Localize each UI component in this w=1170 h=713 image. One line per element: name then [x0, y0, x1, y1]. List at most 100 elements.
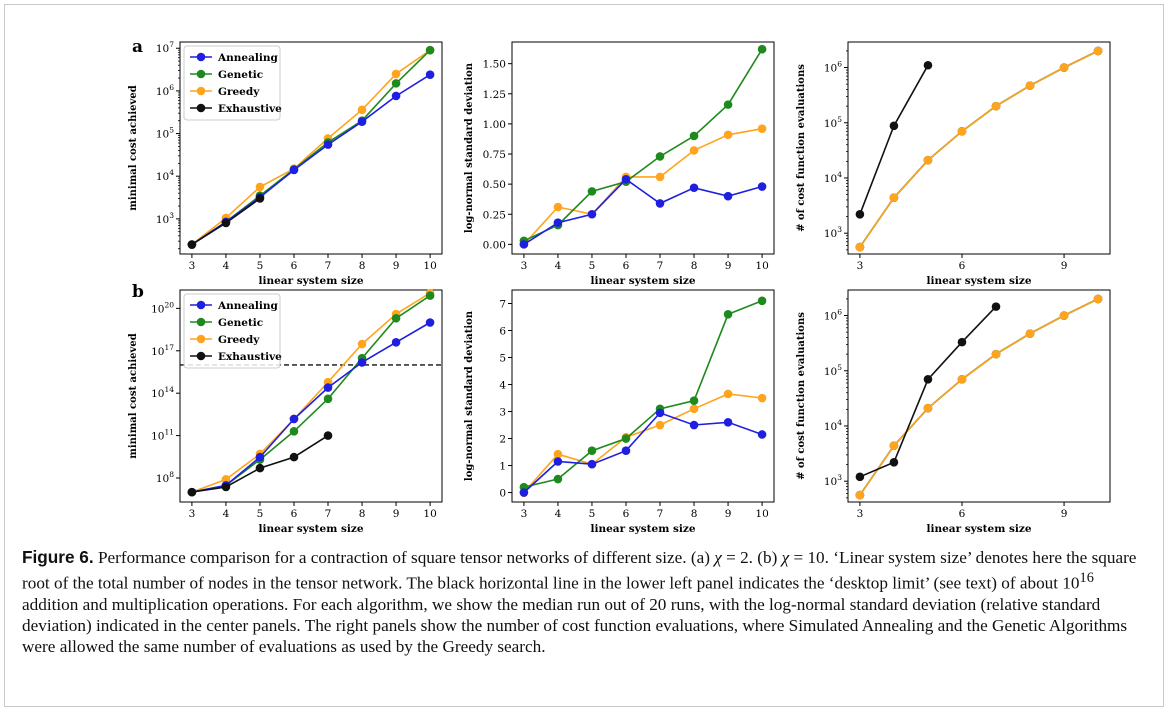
- chart-b-right: 3 6 9 103 104 105 106 linear system size # of co…: [796, 289, 1111, 535]
- y-axis-label: minimal cost achieved: [128, 333, 139, 458]
- x-tick-label: 7: [657, 508, 664, 520]
- chart-b-center: 3 4 5 6 7 8 9 10 0 1 2 3 4 5 6 7 linear system size log-n…: [464, 289, 775, 535]
- plot-frame: [511, 41, 775, 255]
- series-line-genetic: [859, 50, 1099, 248]
- data-point-exhaustive: [923, 60, 933, 70]
- data-point-annealing: [621, 175, 631, 184]
- data-point-exhaustive: [923, 375, 933, 384]
- plot-frame: [179, 289, 443, 503]
- data-point-exhaustive: [889, 457, 899, 467]
- data-point-annealing: [553, 218, 563, 227]
- y-tick-label: 5: [499, 353, 506, 365]
- data-point-genetic: [621, 434, 631, 443]
- caption-part: = 2. (b): [721, 548, 782, 567]
- data-point-greedy: [855, 242, 865, 252]
- y-tick-label: 1014: [151, 385, 174, 400]
- data-point-exhaustive: [289, 452, 299, 462]
- y-tick-label: 3: [499, 407, 506, 419]
- x-tick-label: 6: [623, 260, 630, 272]
- y-axis-label: # of cost function evaluations: [796, 64, 807, 232]
- data-point-genetic: [655, 152, 665, 161]
- x-tick-label: 5: [589, 508, 596, 520]
- y-tick-label: 1: [499, 461, 506, 473]
- y-tick-label: 103: [824, 473, 842, 488]
- data-point-greedy: [1093, 294, 1103, 304]
- data-point-genetic: [425, 45, 435, 55]
- x-tick-label: 9: [1061, 508, 1068, 520]
- y-tick-label: 104: [824, 170, 842, 185]
- series-line-genetic: [523, 48, 763, 242]
- data-point-genetic: [587, 187, 597, 196]
- data-point-genetic: [391, 79, 401, 88]
- data-point-greedy: [689, 404, 699, 414]
- data-point-annealing: [289, 414, 299, 424]
- y-tick-label: 0.00: [483, 239, 506, 251]
- data-point-exhaustive: [855, 472, 865, 482]
- caption-label: Figure 6.: [22, 547, 94, 567]
- data-point-exhaustive: [255, 463, 265, 473]
- data-point-annealing: [757, 182, 767, 191]
- chart-b-left: 3 4 5 6 7 8 9 10 108 1011 1014 1017 1020 linear syste…: [128, 288, 443, 535]
- y-tick-label: 104: [824, 418, 842, 433]
- y-tick-label: 1.25: [483, 89, 506, 101]
- x-tick-label: 7: [325, 260, 332, 272]
- data-point-greedy: [923, 155, 933, 165]
- y-tick-label: 0.50: [483, 179, 506, 191]
- series-line-greedy: [191, 292, 431, 493]
- legend-marker-genetic: [196, 317, 206, 327]
- legend-label-greedy: Greedy: [218, 86, 260, 98]
- legend-label-genetic: Genetic: [218, 69, 263, 81]
- data-point-greedy: [553, 449, 563, 459]
- legend-marker-genetic: [196, 69, 206, 79]
- data-point-exhaustive: [323, 431, 333, 440]
- x-tick-label: 8: [691, 508, 698, 520]
- series-line-annealing: [191, 321, 431, 493]
- x-tick-label: 9: [725, 508, 732, 520]
- x-tick-label: 9: [1061, 260, 1068, 272]
- data-point-annealing: [587, 209, 597, 219]
- data-point-annealing: [323, 383, 333, 392]
- data-point-annealing: [587, 459, 597, 469]
- x-tick-label: 6: [291, 260, 298, 272]
- legend-label-greedy: Greedy: [218, 334, 260, 346]
- x-tick-label: 3: [857, 260, 864, 272]
- y-tick-label: 0.75: [483, 149, 506, 161]
- data-point-annealing: [357, 117, 367, 126]
- caption-part: Performance comparison for a contraction…: [93, 548, 715, 567]
- x-tick-label: 4: [555, 508, 562, 520]
- data-point-greedy: [957, 375, 967, 384]
- legend-label-genetic: Genetic: [218, 317, 263, 329]
- legend-marker-greedy: [196, 334, 206, 344]
- x-tick-label: 4: [223, 508, 230, 520]
- data-point-greedy: [655, 420, 665, 430]
- data-point-annealing: [519, 240, 529, 249]
- data-point-greedy: [357, 105, 367, 115]
- plot-frame: [847, 41, 1111, 255]
- legend-box: [183, 293, 281, 369]
- data-point-genetic: [689, 131, 699, 141]
- x-tick-label: 10: [423, 508, 436, 520]
- data-point-greedy: [1093, 46, 1103, 56]
- x-tick-label: 6: [959, 508, 966, 520]
- data-point-greedy: [855, 490, 865, 500]
- legend-marker-exhaustive: [196, 351, 206, 361]
- x-tick-label: 10: [423, 260, 436, 272]
- series-line-greedy: [191, 49, 431, 246]
- plot-frame: [179, 41, 443, 255]
- data-point-genetic: [323, 394, 333, 404]
- series-line-exhaustive: [859, 64, 929, 215]
- data-point-greedy: [391, 69, 401, 79]
- data-point-annealing: [425, 318, 435, 327]
- y-tick-label: 105: [824, 363, 842, 378]
- data-point-annealing: [323, 140, 333, 149]
- data-point-greedy: [553, 202, 563, 212]
- plot-frame: [847, 289, 1111, 503]
- legend-label-annealing: Annealing: [217, 52, 279, 64]
- x-tick-label: 5: [257, 260, 264, 272]
- data-point-greedy: [255, 182, 265, 192]
- series-line-exhaustive: [859, 306, 997, 478]
- legend-box: [183, 45, 281, 121]
- caption-superscript: 16: [1079, 570, 1094, 586]
- x-tick-label: 4: [555, 260, 562, 272]
- y-tick-label: 6: [499, 326, 506, 338]
